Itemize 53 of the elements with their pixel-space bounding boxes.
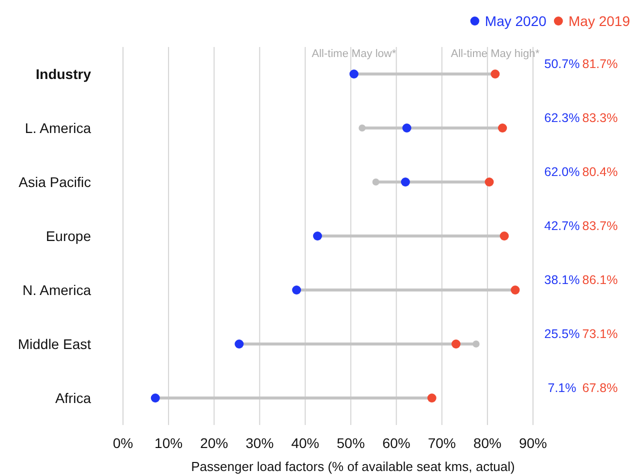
data-label: 42.7%: [544, 219, 580, 233]
x-tick-label: 80%: [473, 435, 502, 451]
point: [234, 340, 244, 348]
y-tick-label: Europe: [46, 228, 92, 244]
y-tick-label: Industry: [36, 66, 92, 82]
point: [150, 394, 160, 402]
x-tick-label: 40%: [291, 435, 320, 451]
y-tick-label: Middle East: [18, 336, 92, 352]
x-tick-label: 60%: [382, 435, 410, 451]
x-tick-label: 90%: [518, 435, 548, 451]
point: [402, 124, 412, 132]
x-tick-label: 30%: [246, 435, 274, 451]
point: [472, 340, 480, 348]
point: [498, 124, 507, 132]
annotation: All-time May low*: [312, 48, 397, 60]
x-axis-title: Passenger load factors (% of available seat kms, actual): [191, 459, 515, 474]
x-tick-label: 70%: [428, 435, 456, 451]
point: [372, 178, 380, 186]
data-label: 81.7%: [582, 57, 618, 71]
data-label: 83.3%: [582, 111, 618, 125]
x-tick-label: 50%: [336, 435, 365, 451]
data-label: 67.8%: [582, 381, 618, 395]
point: [358, 124, 366, 132]
data-label: 50.7%: [544, 57, 580, 71]
point: [313, 232, 322, 240]
data-label: 86.1%: [582, 273, 618, 287]
x-tick-label: 20%: [200, 435, 228, 451]
y-tick-label: N. America: [22, 282, 92, 298]
data-label: 73.1%: [582, 327, 618, 341]
data-label: 83.7%: [582, 219, 618, 233]
data-label: 62.0%: [544, 165, 580, 179]
data-label: 25.5%: [544, 327, 580, 341]
point: [452, 340, 461, 348]
y-tick-label: L. America: [24, 120, 92, 136]
annotation: All-time May high*: [450, 48, 540, 60]
x-tick-label: 10%: [154, 435, 183, 451]
data-label: 80.4%: [582, 165, 618, 179]
point: [427, 394, 436, 402]
y-tick-label: Asia Pacific: [18, 174, 91, 190]
data-label: 7.1%: [548, 381, 576, 395]
legend-label: May 2020: [484, 13, 547, 29]
legend-label: May 2019: [568, 13, 630, 29]
point: [510, 286, 520, 294]
point: [490, 70, 500, 78]
y-tick-label: Africa: [55, 390, 92, 406]
point: [349, 70, 358, 78]
point: [484, 178, 494, 186]
x-tick-label: 0%: [112, 435, 134, 451]
point: [292, 286, 302, 294]
point: [500, 232, 509, 240]
data-label: 62.3%: [544, 111, 580, 125]
point: [400, 178, 410, 186]
data-label: 38.1%: [544, 273, 580, 287]
